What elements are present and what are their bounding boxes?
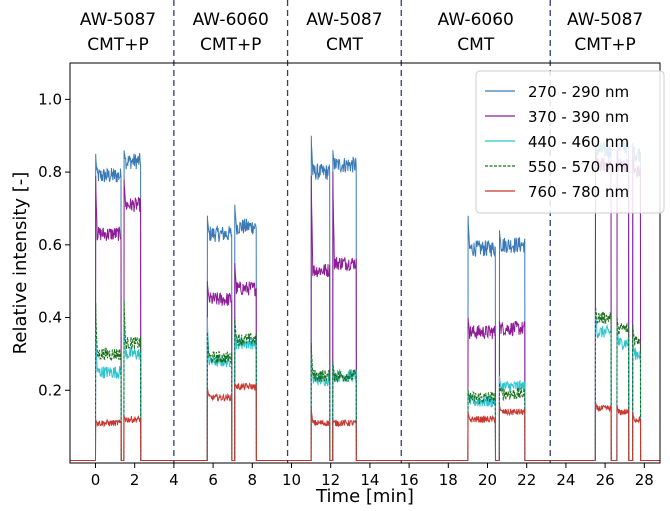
section-label-5-process: CMT+P xyxy=(574,35,635,55)
section-dividers xyxy=(173,0,551,463)
legend-label-2: 370 - 390 nm xyxy=(528,108,629,126)
series-line-4 xyxy=(70,299,660,461)
x-axis: 0 2 4 6 8 10 12 14 16 18 20 22 24 26 28 xyxy=(91,463,654,489)
section-label-2-process: CMT+P xyxy=(200,35,261,55)
section-label-1-process: CMT+P xyxy=(87,35,148,55)
series-line-5 xyxy=(70,382,660,461)
series-line-3 xyxy=(70,310,660,461)
x-tick-label: 22 xyxy=(517,471,536,489)
x-tick-label: 28 xyxy=(635,471,654,489)
legend-label-4: 550 - 570 nm xyxy=(528,158,629,176)
section-labels: AW-5087 CMT+P AW-6060 CMT+P AW-5087 CMT AW-606… xyxy=(80,10,643,55)
x-tick-label: 26 xyxy=(596,471,615,489)
y-tick-label: 0.6 xyxy=(38,236,62,254)
legend-label-5: 760 - 780 nm xyxy=(528,183,629,201)
x-axis-label: Time [min] xyxy=(315,486,414,507)
x-tick-label: 0 xyxy=(91,471,101,489)
section-label-1-alloy: AW-5087 xyxy=(80,10,156,30)
section-label-2-alloy: AW-6060 xyxy=(193,10,269,30)
section-label-3-process: CMT xyxy=(326,35,364,55)
section-label-3-alloy: AW-5087 xyxy=(306,10,382,30)
x-tick-label: 4 xyxy=(169,471,179,489)
y-axis: 0.2 0.4 0.6 0.8 1.0 xyxy=(38,90,70,399)
y-tick-label: 0.4 xyxy=(38,309,62,327)
y-axis-label: Relative intensity [-] xyxy=(10,172,31,355)
x-tick-label: 14 xyxy=(360,471,379,489)
y-tick-label: 1.0 xyxy=(38,90,62,108)
section-label-4-alloy: AW-6060 xyxy=(438,10,514,30)
x-tick-label: 2 xyxy=(130,471,140,489)
legend-label-3: 440 - 460 nm xyxy=(528,133,629,151)
section-label-4-process: CMT xyxy=(457,35,495,55)
x-tick-label: 12 xyxy=(321,471,340,489)
x-tick-label: 24 xyxy=(556,471,575,489)
x-tick-label: 18 xyxy=(439,471,458,489)
legend-box xyxy=(475,70,665,214)
plot-frame xyxy=(69,62,661,464)
x-tick-label: 6 xyxy=(208,471,218,489)
legend: 270 - 290 nm 370 - 390 nm 440 - 460 nm 550 … xyxy=(475,70,665,214)
section-label-5-alloy: AW-5087 xyxy=(567,10,643,30)
x-tick-label: 20 xyxy=(478,471,497,489)
x-tick-label: 10 xyxy=(282,471,301,489)
x-tick-label: 8 xyxy=(248,471,258,489)
x-tick-label: 16 xyxy=(400,471,419,489)
y-tick-label: 0.8 xyxy=(38,163,62,181)
legend-label-1: 270 - 290 nm xyxy=(528,83,629,101)
y-tick-label: 0.2 xyxy=(38,381,62,399)
